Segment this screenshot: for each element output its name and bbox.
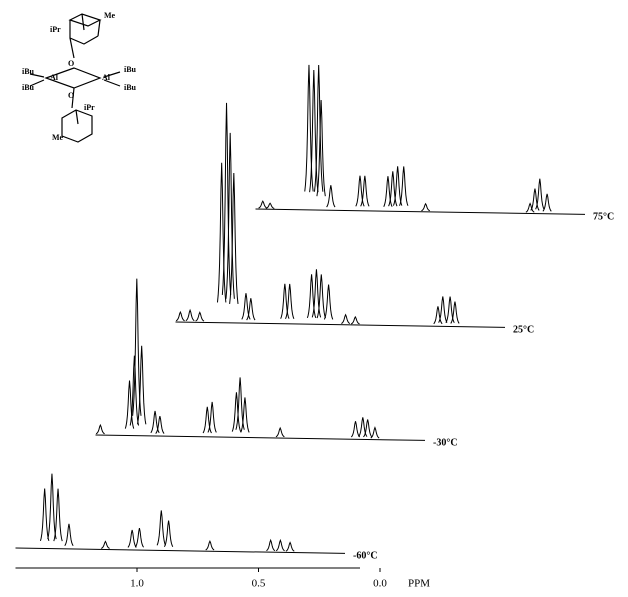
bond [29, 79, 45, 87]
peak [127, 529, 137, 548]
peak [221, 102, 232, 295]
peak [64, 523, 74, 546]
x-tick-label: 0.5 [252, 578, 266, 590]
atom-label: iBu [124, 83, 137, 92]
baseline [95, 434, 426, 441]
bond [69, 37, 75, 59]
peak [309, 69, 319, 193]
peak [136, 345, 147, 425]
peak [542, 193, 552, 212]
peak [326, 185, 336, 208]
peak [95, 423, 105, 435]
peak [205, 539, 215, 551]
peak [438, 296, 448, 323]
peak [323, 284, 334, 320]
peak [280, 283, 290, 319]
peak [265, 202, 275, 209]
peak [316, 274, 326, 319]
plot [15, 64, 586, 572]
peak [306, 274, 317, 319]
atom-label: Al [50, 73, 59, 82]
peak [388, 171, 398, 207]
bond [103, 71, 121, 78]
x-tick-label: 1.0 [130, 578, 144, 590]
peak [225, 132, 235, 299]
trace-label: 75°C [593, 211, 614, 222]
peak [155, 415, 165, 434]
atom-label: iBu [22, 83, 35, 92]
peak [246, 298, 256, 321]
peak [134, 527, 145, 548]
peak [240, 397, 250, 433]
peak [266, 538, 276, 552]
peak [360, 175, 370, 207]
peak [47, 473, 57, 540]
peak [316, 100, 326, 197]
atom-label: iBu [22, 67, 35, 76]
ring [61, 109, 93, 143]
peak [363, 419, 373, 438]
peak [350, 315, 360, 325]
trace-label: -60°C [353, 550, 378, 561]
bond [71, 87, 75, 109]
peak [304, 64, 314, 192]
peak [258, 200, 268, 209]
peak [525, 202, 535, 213]
peak [358, 417, 368, 437]
baseline [255, 208, 586, 215]
peak [311, 269, 322, 318]
peak [163, 520, 174, 547]
peak [216, 162, 227, 303]
peak [39, 488, 50, 542]
peak [156, 510, 166, 546]
baseline [15, 547, 346, 554]
atom-label: iPr [84, 103, 95, 112]
peak [383, 176, 393, 207]
peak [341, 313, 351, 324]
x-axis-label: PPM [408, 578, 430, 590]
atom-label: Me [52, 133, 64, 142]
peak [275, 538, 285, 552]
x-tick-label: 0.0 [373, 578, 387, 590]
peak [229, 172, 239, 305]
peak [450, 301, 460, 324]
peak [129, 355, 140, 426]
peak [421, 202, 431, 212]
peak [202, 406, 212, 434]
atom-label: O [68, 91, 74, 100]
peak [530, 188, 540, 211]
peak [231, 392, 242, 432]
baseline [175, 321, 506, 328]
peak [313, 65, 324, 192]
bond [29, 73, 45, 78]
peak [195, 311, 205, 322]
peak [185, 308, 195, 322]
peak [355, 175, 365, 207]
peak [535, 178, 545, 210]
peak [207, 401, 217, 433]
structure [29, 13, 121, 143]
bond [103, 79, 121, 87]
atom-label: Al [102, 73, 111, 82]
peak [433, 306, 443, 325]
atom-label: iBu [124, 65, 137, 74]
peak [53, 488, 63, 542]
ring [68, 13, 102, 45]
peak [285, 283, 295, 319]
peak [124, 380, 135, 429]
peak [370, 426, 380, 439]
atom-label: Me [104, 11, 116, 20]
trace-label: 25°C [513, 324, 534, 335]
peak [275, 426, 285, 438]
peak [399, 166, 409, 206]
atom-label: O [68, 59, 74, 68]
atom-label: iPr [50, 25, 61, 34]
peak [100, 540, 110, 549]
peak [350, 421, 361, 438]
peak [175, 310, 185, 322]
trace-label: -30°C [433, 437, 458, 448]
peak [285, 541, 295, 552]
